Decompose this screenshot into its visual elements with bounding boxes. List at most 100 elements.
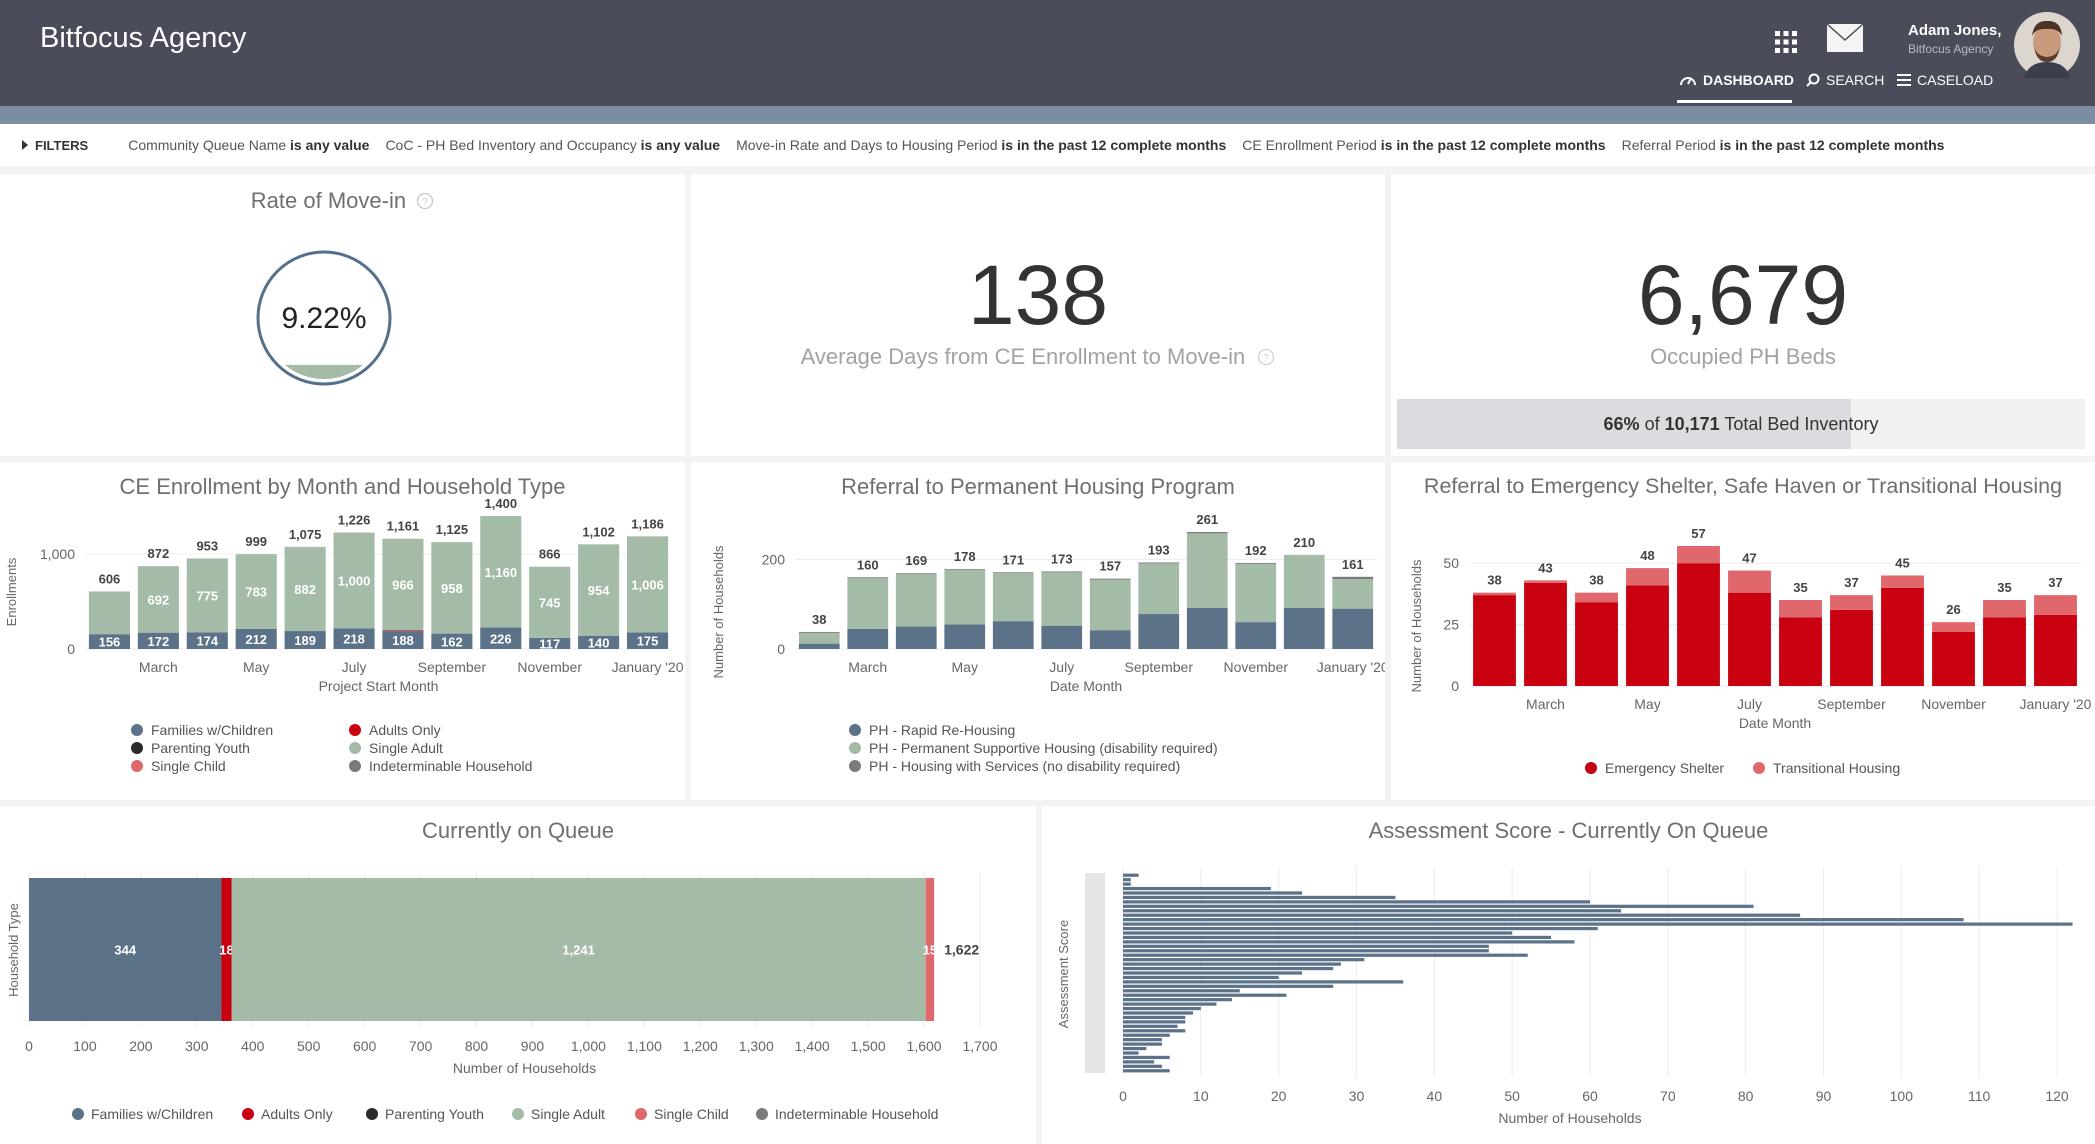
- histogram-bar: [1123, 909, 1622, 913]
- user-name[interactable]: Adam Jones,: [1908, 22, 2002, 39]
- legend-label: Families w/Children: [91, 1106, 213, 1122]
- histogram-bar: [1123, 935, 1552, 940]
- rate-gauge-ring: [256, 250, 392, 386]
- bar-segment: [382, 538, 424, 631]
- y-axis-label: Number of Households: [1409, 559, 1424, 692]
- bar-total-label: 157: [1099, 559, 1121, 574]
- bar-total-label: 872: [148, 546, 170, 561]
- legend-label: Emergency Shelter: [1605, 760, 1724, 776]
- x-tick-label: 1,600: [907, 1038, 942, 1054]
- rate-gauge: 9.22%: [256, 250, 392, 386]
- histogram-bar: [1123, 1055, 1170, 1060]
- avatar[interactable]: [2014, 12, 2080, 78]
- bar-segment: [1138, 563, 1180, 615]
- bar-segment: [1089, 578, 1131, 580]
- inventory-of: of: [1644, 414, 1660, 434]
- bar-segment: [235, 554, 277, 629]
- histogram-bar: [1123, 926, 1598, 931]
- bar-segment: [88, 591, 131, 635]
- bar-segment: [1041, 625, 1083, 649]
- histogram-bar: [1123, 966, 1334, 971]
- bar-total-label: 1,400: [485, 496, 518, 511]
- bar-total-label: 1,125: [436, 522, 469, 537]
- mail-icon[interactable]: [1826, 22, 1864, 54]
- queue-chart: 0 100 200 300 400 500 600 700 800 900 1,000 1,100 1,…: [6, 872, 998, 1122]
- bar-segment: [578, 635, 620, 649]
- filter-item[interactable]: CoC - PH Bed Inventory and Occupancy is …: [385, 137, 720, 153]
- bar-total-label: 178: [954, 549, 976, 564]
- bar-segment: [1932, 622, 1975, 632]
- bar-segment: [992, 621, 1034, 649]
- x-axis-label: Date Month: [1739, 715, 1811, 731]
- search-icon: [1806, 73, 1820, 87]
- x-tick-label: 1,500: [851, 1038, 886, 1054]
- bar-total-label: 1,186: [631, 516, 664, 531]
- filters-toggle[interactable]: FILTERS: [22, 138, 88, 153]
- filter-name: CE Enrollment Period: [1242, 137, 1377, 153]
- bar-segment: [1138, 562, 1180, 564]
- legend-marker: [349, 760, 361, 772]
- bar-total-label: 38: [812, 612, 826, 627]
- x-tick-label: 200: [129, 1038, 153, 1054]
- bar-segment: [1041, 572, 1083, 626]
- bar-total-label: 1,102: [582, 524, 615, 539]
- info-icon[interactable]: ?: [416, 192, 434, 210]
- x-tick-label: 300: [185, 1038, 209, 1054]
- bar-segment: [1983, 600, 2026, 618]
- legend-label: Adults Only: [261, 1106, 333, 1122]
- info-icon[interactable]: ?: [1257, 348, 1275, 366]
- filter-item[interactable]: CE Enrollment Period is in the past 12 c…: [1242, 137, 1605, 153]
- apps-grid-icon[interactable]: [1774, 30, 1798, 54]
- bar-segment-label: 1,006: [631, 577, 664, 592]
- bar-segment-label: 958: [441, 581, 463, 596]
- dashboard-gauge-icon: [1680, 77, 1696, 86]
- bar-segment-label: 212: [245, 632, 267, 647]
- legend-marker: [1753, 762, 1765, 774]
- ph-referral-chart: 0 200 Number of Households 38 160 March 169 178…: [711, 512, 1385, 774]
- brand-title[interactable]: Bitfocus Agency: [40, 22, 247, 54]
- bar-segment: [1830, 609, 1873, 686]
- histogram-bar: [1123, 913, 1801, 917]
- filter-item[interactable]: Move-in Rate and Days to Housing Period …: [736, 137, 1226, 153]
- x-tick-label: May: [1634, 696, 1660, 712]
- bar-total-label: 261: [1196, 512, 1218, 527]
- x-tick-label: 1,400: [795, 1038, 830, 1054]
- ph-referral-panel: Referral to Permanent Housing Program 0 2…: [691, 462, 1385, 800]
- queue-segment-label: 344: [114, 943, 136, 958]
- filter-item[interactable]: Referral Period is in the past 12 comple…: [1622, 137, 1945, 153]
- bar-segment: [1779, 600, 1822, 618]
- bar-segment: [1332, 576, 1374, 580]
- assessment-title: Assessment Score - Currently On Queue: [1368, 818, 1769, 843]
- bar-segment: [1186, 532, 1228, 534]
- filters-bar[interactable]: FILTERS Community Queue Name is any valu…: [0, 124, 2095, 166]
- histogram-bar: [1123, 1064, 1162, 1068]
- y-tick-label: 1,000: [40, 546, 75, 562]
- bar-segment: [1041, 571, 1083, 573]
- bar-segment: [1728, 592, 1771, 686]
- bar-segment: [847, 628, 889, 649]
- bar-segment: [480, 516, 522, 628]
- bar-segment: [992, 573, 1034, 622]
- x-tick-label: 40: [1427, 1088, 1443, 1104]
- bar-total-label: 160: [857, 557, 879, 572]
- filter-item[interactable]: Community Queue Name is any value: [128, 137, 369, 153]
- histogram-bar: [1123, 904, 1754, 908]
- bar-total-label: 173: [1051, 551, 1073, 566]
- nav-dashboard[interactable]: DASHBOARD: [1679, 72, 1794, 88]
- x-tick-label: March: [848, 659, 887, 675]
- bar-segment: [1089, 579, 1131, 631]
- filter-name: Referral Period: [1621, 137, 1716, 153]
- legend-marker: [849, 760, 861, 772]
- y-tick-label: 0: [67, 641, 75, 657]
- ce-enrollment-title: CE Enrollment by Month and Household Typ…: [119, 474, 566, 499]
- bar-segment: [1235, 563, 1277, 623]
- nav-search[interactable]: SEARCH: [1806, 72, 1884, 88]
- nav-caseload[interactable]: CASELOAD: [1897, 72, 1993, 88]
- avg-days-tile: 138 Average Days from CE Enrollment to M…: [691, 174, 1385, 456]
- queue-segment: [221, 878, 232, 1021]
- x-tick-label: 70: [1660, 1088, 1676, 1104]
- y-tick-label: 25: [1443, 617, 1459, 633]
- bar-segment: [1575, 592, 1618, 603]
- avg-days-label: Average Days from CE Enrollment to Move-…: [800, 344, 1246, 369]
- inventory-fill: [1397, 399, 1852, 449]
